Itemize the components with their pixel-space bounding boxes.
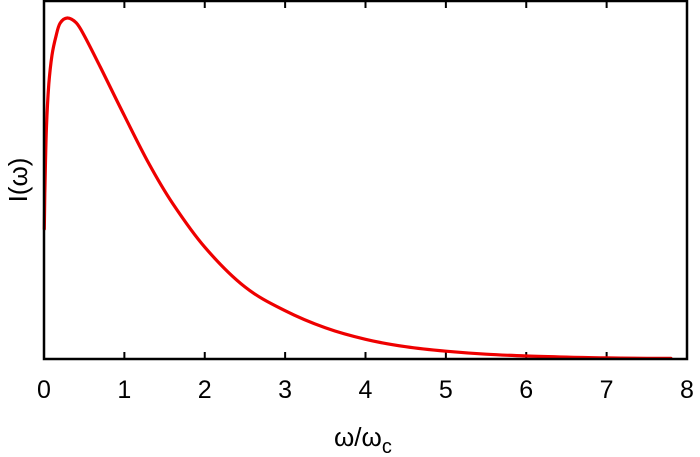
x-tick-label: 7 (600, 376, 614, 404)
y-axis-label: I(ω) (3, 158, 33, 203)
x-axis-ticks (123, 1, 608, 359)
intensity-curve (42, 16, 673, 360)
x-axis-tick-labels: 0 1 2 3 4 5 6 7 8 (37, 376, 694, 404)
x-axis-label: ω/ωc (334, 422, 392, 457)
x-tick-label: 5 (439, 376, 453, 404)
x-tick-label: 3 (278, 376, 292, 404)
x-tick-label: 1 (117, 376, 131, 404)
x-tick-label: 0 (37, 376, 51, 404)
x-tick-label: 2 (198, 376, 212, 404)
x-tick-label: 4 (359, 376, 373, 404)
x-tick-label: 8 (680, 376, 694, 404)
x-tick-label: 6 (519, 376, 533, 404)
plot-frame (42, 0, 689, 361)
